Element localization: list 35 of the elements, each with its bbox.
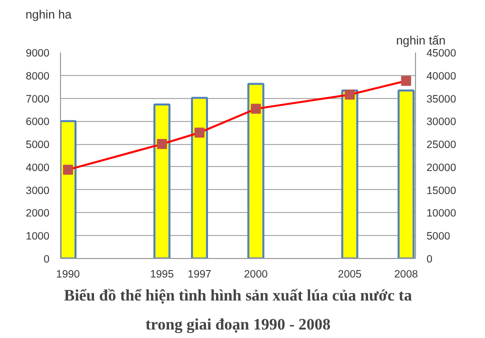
bar [247, 82, 264, 258]
y2-tick-label: 40000 [426, 70, 456, 82]
y2-tick-label: 10000 [426, 208, 456, 220]
y-tick-label: 7000 [26, 93, 50, 106]
y-tick-label: 9000 [26, 48, 50, 60]
bar [60, 120, 77, 258]
y-axis-title: nghin ha [26, 8, 72, 22]
x-tick-label: 2005 [338, 268, 362, 280]
y2-tick-label: 0 [426, 254, 432, 266]
y-tick-label: 5000 [26, 139, 50, 152]
y2-tick-label: 45000 [426, 48, 456, 60]
x-tick-label: 1997 [188, 268, 212, 280]
bar [153, 103, 170, 258]
bar [341, 89, 358, 258]
y2-tick-label: 30000 [426, 116, 456, 128]
y-tick-label: 8000 [26, 70, 50, 82]
y2-tick-label: 5000 [426, 230, 450, 243]
text: Biểu đồ thể hiện tình hình sản xuất lúa của nước ta trong giai đoạn 1990 - 2008 [64, 288, 412, 334]
x-tick-label: 2000 [244, 268, 268, 280]
bar [398, 89, 415, 258]
y-tick-label: 0 [44, 254, 50, 266]
x-tick-label: 1990 [56, 268, 80, 280]
y2-tick-label: 25000 [426, 139, 456, 152]
x-tick-label: 2008 [394, 268, 418, 280]
y-tick-label: 6000 [26, 116, 50, 128]
y-tick-label: 2000 [26, 208, 50, 220]
y-tick-label: 1000 [26, 230, 50, 243]
y2-tick-label: 15000 [426, 184, 456, 197]
y2-axis-title: nghin tấn [396, 34, 446, 48]
y2-tick-label: 20000 [426, 162, 456, 174]
y-tick-label: 4000 [26, 162, 50, 174]
bar [190, 96, 208, 258]
x-tick-label: 1995 [150, 268, 174, 280]
y2-tick-label: 35000 [426, 93, 456, 106]
y-tick-label: 3000 [26, 184, 50, 197]
